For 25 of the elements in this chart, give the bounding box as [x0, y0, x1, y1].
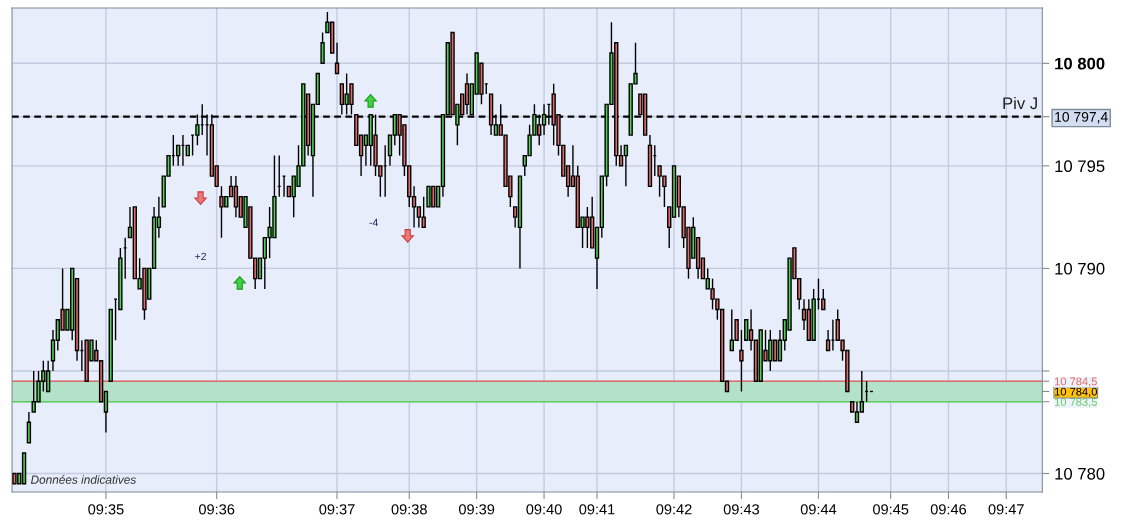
annotation: -4	[369, 218, 379, 227]
y-tick-label: 10 784,5	[1054, 377, 1097, 387]
y-tick-label: 10 783,5	[1054, 397, 1097, 408]
x-tick-label: 09:43	[723, 504, 760, 515]
x-tick-label: 09:40	[526, 504, 562, 515]
y-tick-label: 10 795	[1055, 160, 1105, 173]
ref-line-label: Piv J	[1003, 96, 1037, 110]
x-tick-label: 09:39	[458, 504, 495, 515]
x-tick-label: 09:36	[198, 504, 235, 515]
x-tick-label: 09:35	[88, 504, 124, 515]
x-tick-label: 09:38	[391, 504, 427, 515]
y-tick-label: 10 797,4	[1055, 111, 1108, 124]
y-tick-label: 10 800	[1055, 57, 1105, 70]
annotation: +2	[195, 252, 207, 260]
x-tick-label: 09:45	[873, 504, 909, 515]
x-tick-label: 09:42	[656, 504, 692, 515]
x-tick-label: 09:46	[930, 504, 967, 515]
y-tick-label: 10 790	[1055, 262, 1105, 275]
y-tick-label: 10 780	[1055, 467, 1105, 480]
x-tick-label: 09:47	[988, 504, 1024, 515]
y-tick-label: 10 784,0	[1054, 387, 1097, 397]
x-tick-label: 09:37	[319, 504, 355, 515]
x-tick-label: 09:44	[800, 504, 837, 515]
x-tick-label: 09:41	[579, 504, 615, 515]
annotation: Données indicatives	[30, 475, 137, 484]
